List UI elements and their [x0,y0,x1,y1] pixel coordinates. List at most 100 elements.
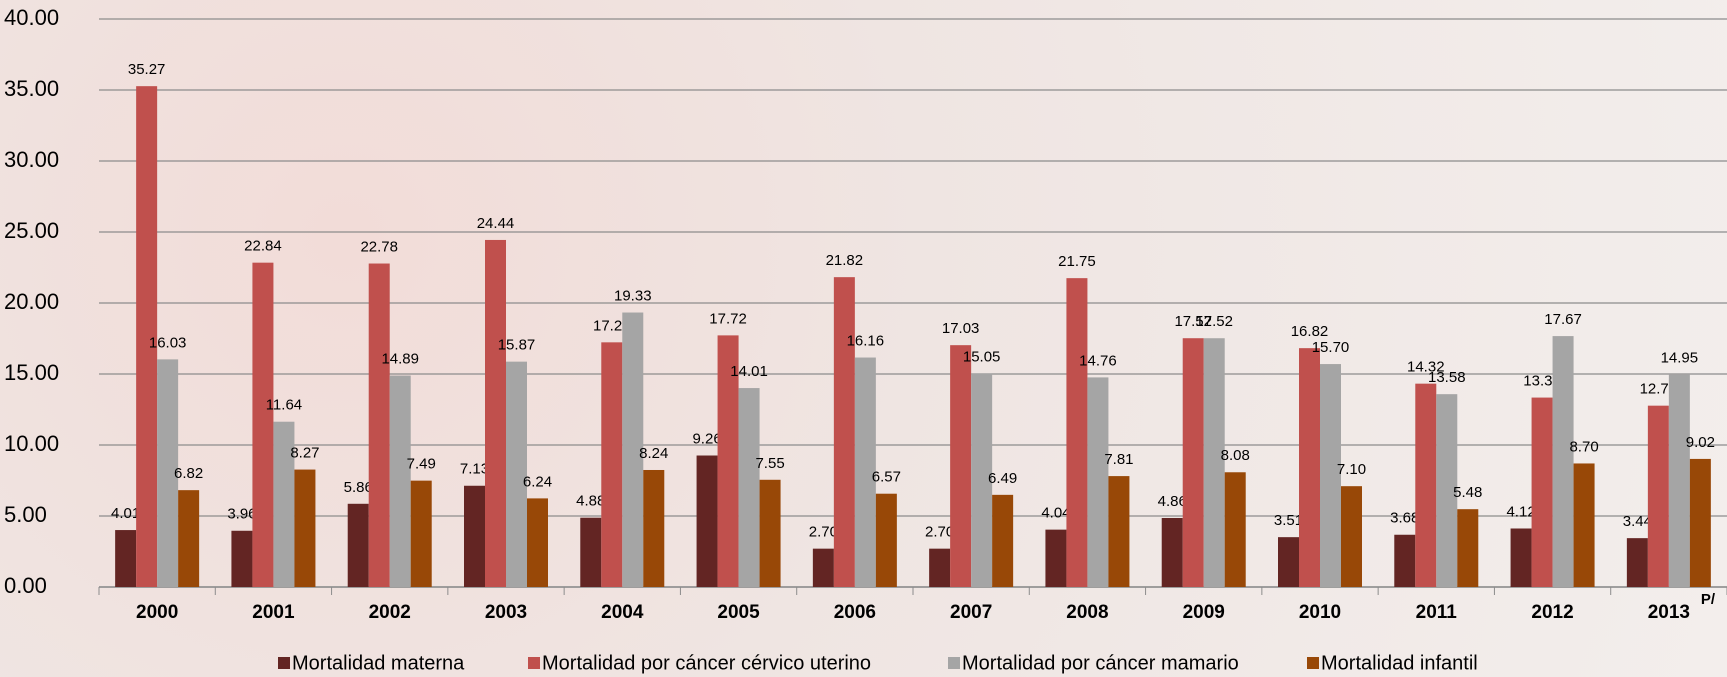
value-label: 8.08 [1221,447,1250,464]
value-label: 16.03 [149,334,187,351]
legend-marker [278,657,290,669]
bar [1457,509,1478,587]
bar [1394,535,1415,587]
bar [1183,338,1204,587]
value-label: 24.44 [477,215,515,232]
legend-marker [528,657,540,669]
x-tick-label: 2008 [1066,602,1108,623]
value-label: 21.75 [1058,253,1096,270]
bar [1690,459,1711,587]
bar [813,549,834,587]
x-tick-label: 2006 [834,602,876,623]
bar [348,504,369,587]
bar [1278,537,1299,587]
value-label: 15.70 [1312,339,1350,356]
y-tick-label: 20.00 [4,289,59,314]
x-tick-label: 2005 [717,602,760,623]
bar [580,518,601,587]
y-tick-label: 15.00 [4,360,59,385]
value-label: 4.12 [1506,503,1535,520]
value-label: 8.27 [290,445,319,462]
bar [929,549,950,587]
value-label: 17.72 [709,310,747,327]
x-tick-label: 2007 [950,602,992,623]
value-label: 16.82 [1291,323,1329,340]
x-tick-label: 2010 [1299,602,1341,623]
bar [1574,463,1595,587]
bar [1162,518,1183,587]
y-tick-label: 5.00 [4,502,47,527]
value-label: 7.10 [1337,461,1366,478]
x-tick-label: 2003 [485,602,527,623]
value-label: 4.88 [576,493,605,510]
bar [1108,476,1129,587]
value-label: 3.68 [1390,510,1419,527]
value-label: 3.96 [227,506,256,523]
value-label: 3.51 [1274,512,1303,529]
bar [1045,530,1066,587]
bar [1532,398,1553,587]
bar [390,376,411,587]
value-label: 16.16 [847,332,885,349]
value-label: 7.13 [460,461,489,478]
bar [1511,528,1532,587]
x-tick-label: 2004 [601,602,644,623]
x-tick-label: 2000 [136,602,178,623]
value-label: 14.95 [1661,350,1699,367]
bar [464,486,485,587]
value-label: 8.70 [1569,438,1598,455]
bar [1627,538,1648,587]
bar [527,498,548,587]
bar [231,531,252,587]
bar [1648,406,1669,587]
value-label: 6.49 [988,470,1017,487]
bar [760,480,781,587]
value-label: 21.82 [826,252,864,269]
bar [834,277,855,587]
x-tick-label: 2001 [252,602,295,623]
bar [411,481,432,587]
bar [294,470,315,587]
chart: P/ 0.005.0010.0015.0020.0025.0030.0035.0… [0,0,1727,677]
value-label: 7.49 [407,456,436,473]
value-label: 8.24 [639,445,668,462]
legend-marker [1307,657,1319,669]
value-label: 22.78 [360,238,398,255]
value-label: 15.05 [963,348,1001,365]
bar [1341,486,1362,587]
value-label: 2.70 [925,524,954,541]
bar [950,345,971,587]
y-tick-label: 0.00 [4,573,47,598]
value-label: 6.24 [523,473,552,490]
y-tick-label: 40.00 [4,5,59,30]
bar [1669,375,1690,587]
value-label: 5.48 [1453,484,1482,501]
bar [252,263,273,587]
bar [115,530,136,587]
bar [1553,336,1574,587]
y-tick-label: 30.00 [4,147,59,172]
value-label: 5.86 [344,479,373,496]
value-label: 9.26 [692,430,721,447]
x-tick-label: 2009 [1183,602,1225,623]
value-label: 13.58 [1428,369,1466,386]
bar [1087,377,1108,587]
bar [369,264,390,587]
value-label: 17.52 [1195,313,1233,330]
legend-label: Mortalidad por cáncer cérvico uterino [542,652,871,674]
bar [601,342,622,587]
bar [1415,384,1436,587]
bar [178,490,199,587]
value-label: 35.27 [128,61,166,78]
value-label: 7.81 [1104,451,1133,468]
value-label: 19.33 [614,287,652,304]
bar [643,470,664,587]
bar [992,495,1013,587]
value-label: 17.67 [1544,311,1582,328]
x-tick-label: 2012 [1531,602,1573,623]
x-tick-label: 2011 [1416,602,1458,623]
value-label: 17.03 [942,320,980,337]
value-label: 4.01 [111,505,140,522]
y-tick-label: 25.00 [4,218,59,243]
y-tick-label: 10.00 [4,431,59,456]
